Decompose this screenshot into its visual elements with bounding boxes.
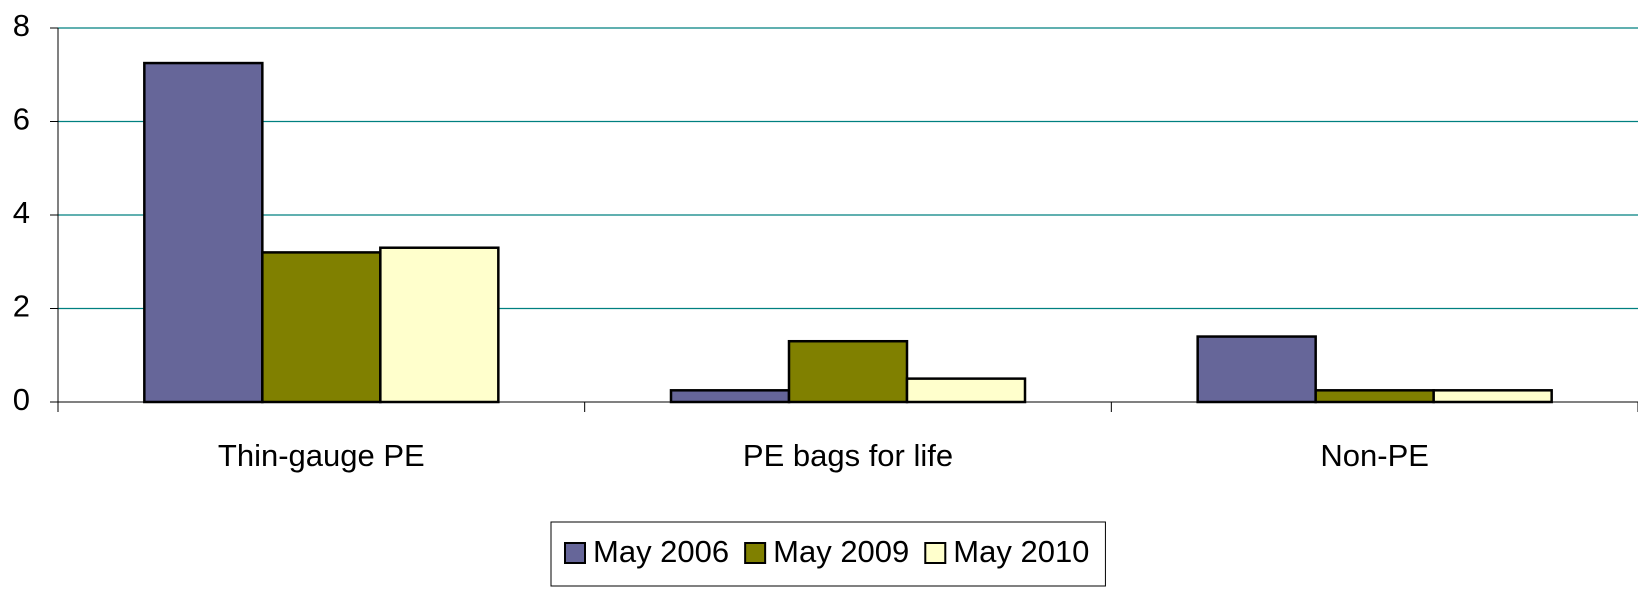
x-tick-label: Thin-gauge PE: [218, 438, 425, 473]
y-tick-label: 4: [13, 195, 30, 230]
x-tick-label: Non-PE: [1320, 438, 1429, 473]
legend-label: May 2009: [773, 534, 909, 569]
legend-swatch: [744, 542, 767, 564]
y-tick-label: 0: [13, 382, 30, 417]
bar: [143, 61, 264, 404]
legend-label: May 2006: [593, 534, 729, 569]
x-tick-label: PE bags for life: [743, 438, 953, 473]
bar: [787, 339, 909, 404]
bar: [669, 389, 791, 404]
y-tick-label: 6: [13, 102, 30, 137]
y-tick-label: 8: [13, 8, 30, 43]
legend-box: [550, 521, 1106, 587]
y-tick-label: 2: [13, 289, 30, 324]
legend-label: May 2010: [953, 534, 1089, 569]
bar: [1432, 389, 1553, 404]
bar: [1314, 389, 1435, 404]
bar: [261, 251, 382, 404]
legend-swatch: [924, 542, 947, 564]
bar: [1196, 335, 1317, 404]
legend-swatch: [564, 542, 586, 564]
bar: [905, 377, 1027, 404]
bar: [379, 246, 500, 404]
